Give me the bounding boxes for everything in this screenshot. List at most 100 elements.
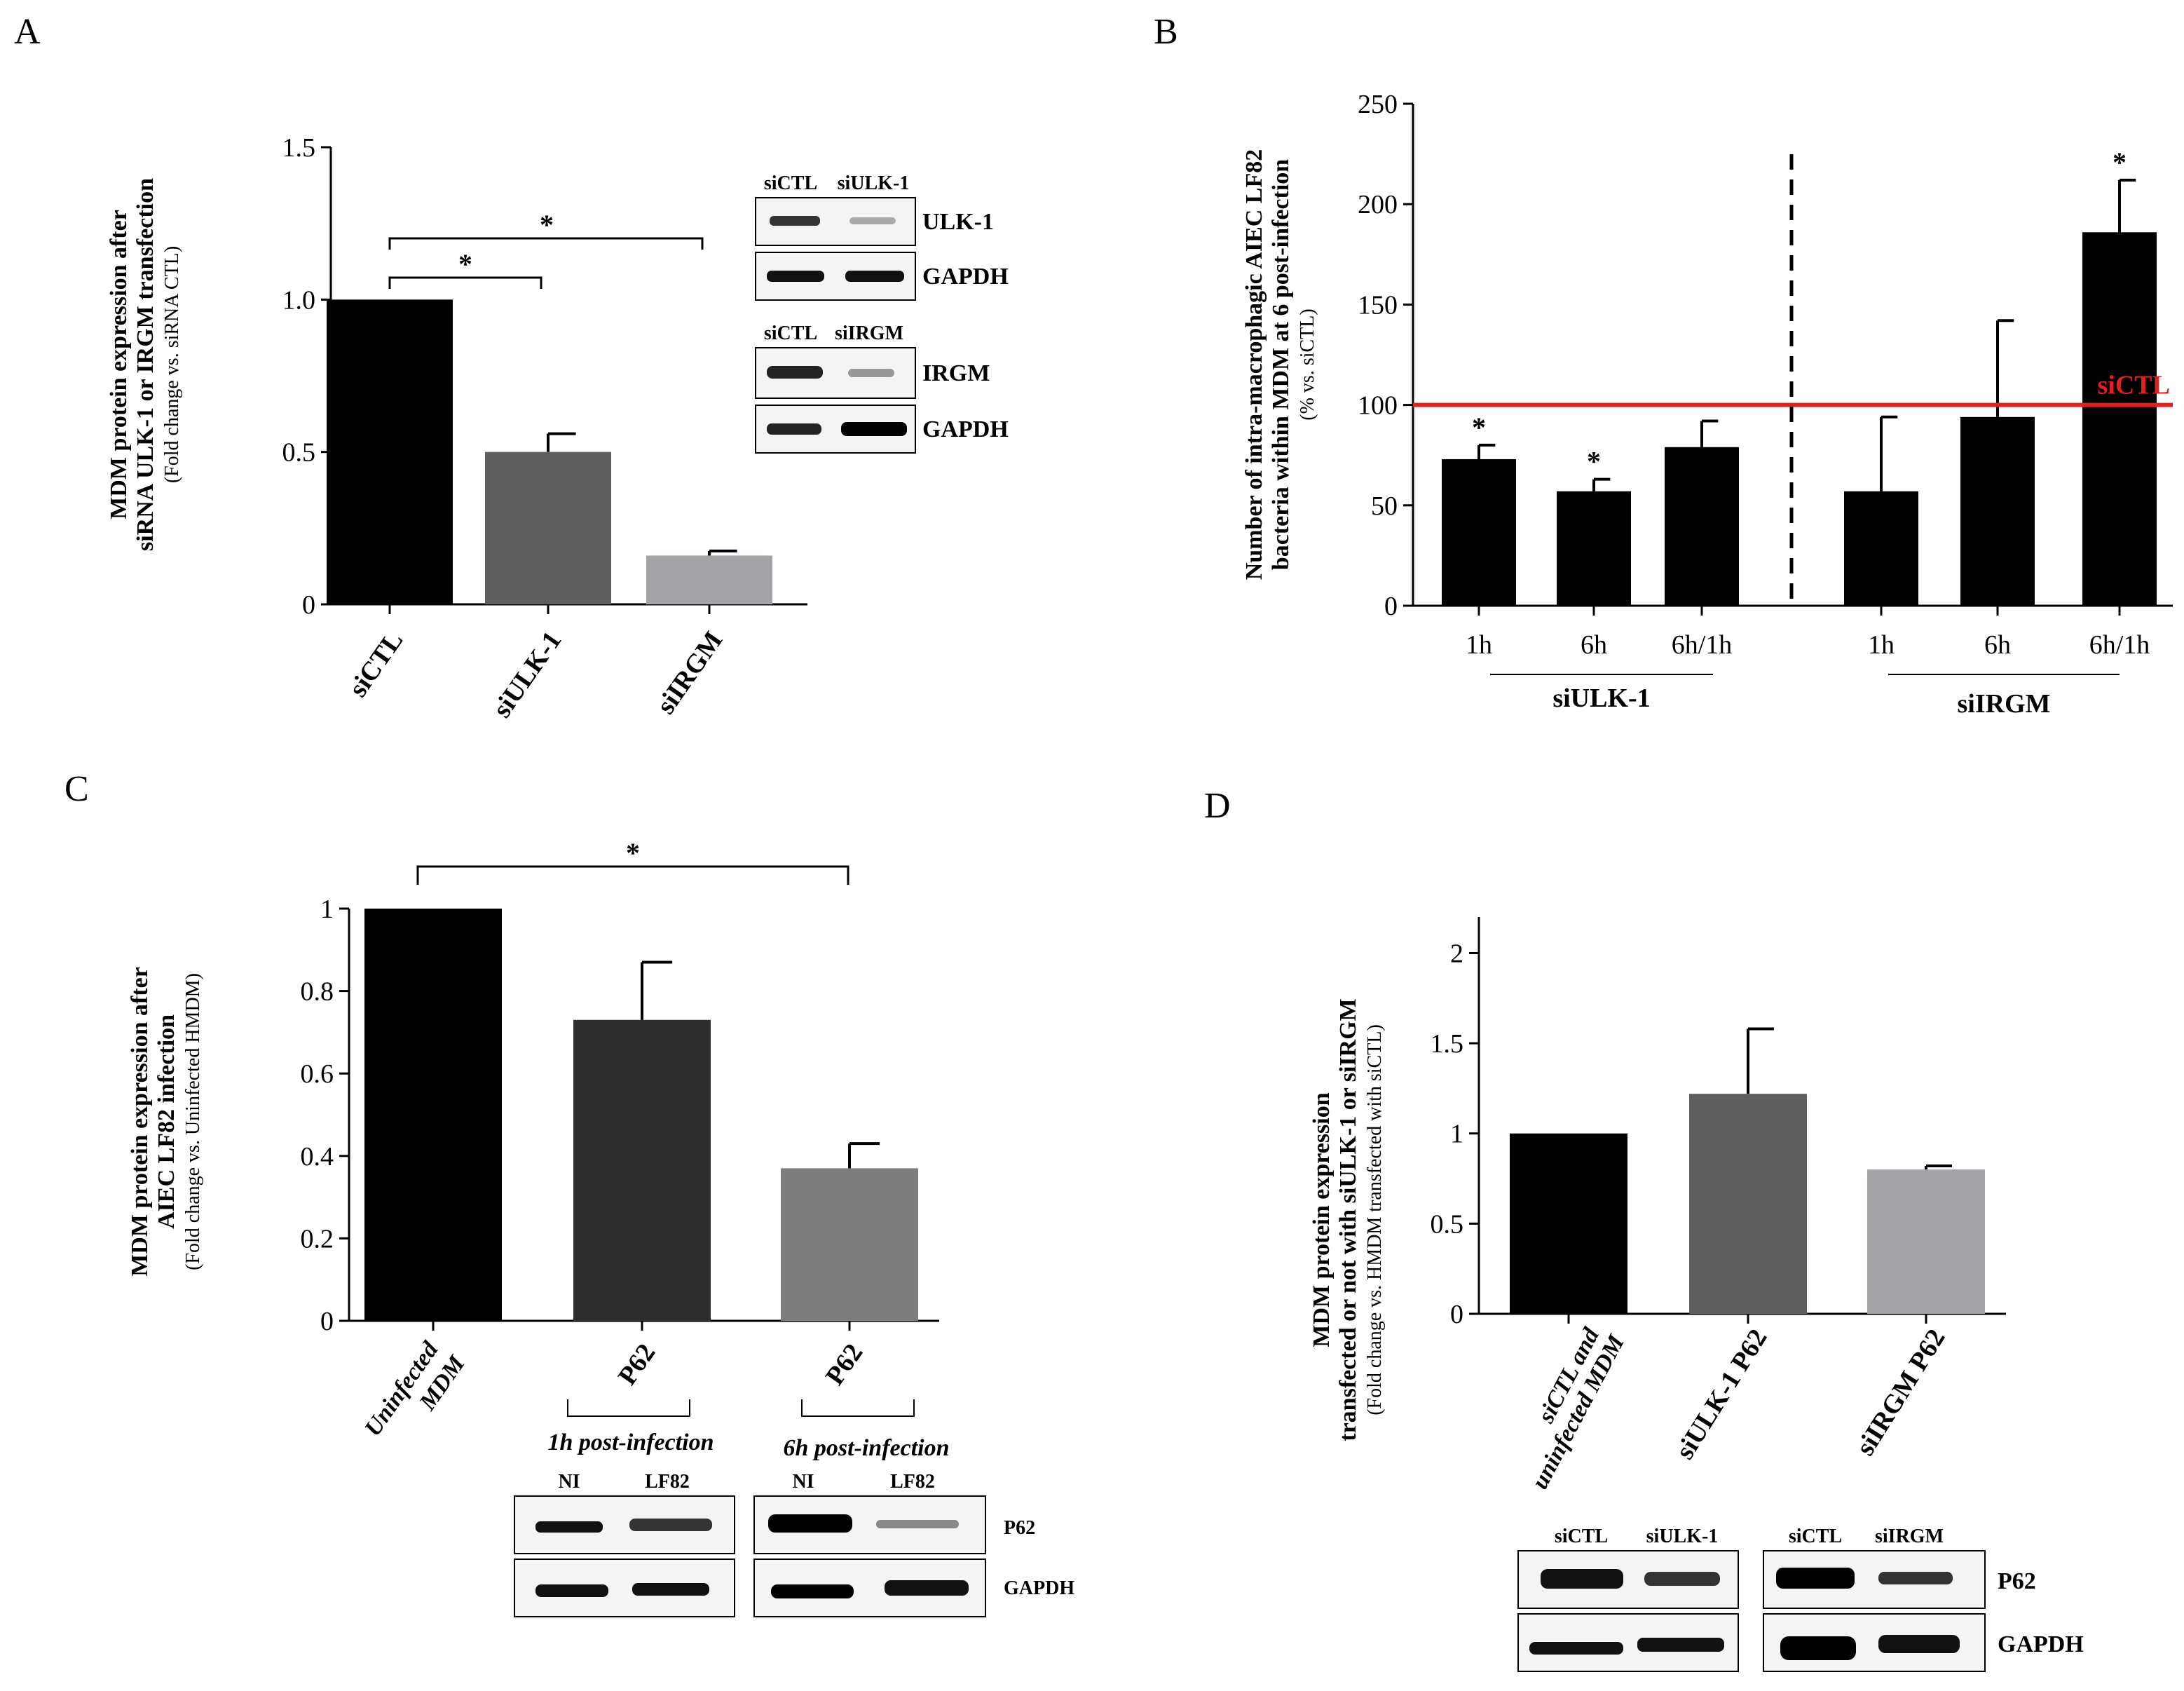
panel-a-star-irgm: * (540, 209, 554, 240)
blot-band (767, 423, 821, 435)
panel-c-ylabel-sub: (Fold change vs. Uninfected HMDM) (182, 973, 204, 1270)
panel-d-ylabel-line1: MDM protein expression (1309, 1092, 1335, 1347)
x-category-label: siIRGM (651, 626, 729, 719)
x-category-label: siULK-1 P62 (1670, 1324, 1773, 1465)
blot-band (885, 1580, 969, 1596)
y-tick-label: 150 (1358, 290, 1398, 320)
y-tick-label: 0 (1450, 1300, 1463, 1329)
panel-d-letter: D (1204, 786, 1231, 826)
x-category-label: siULK-1 (487, 626, 567, 723)
reference-label: siCTL (2098, 371, 2170, 400)
blot-band (1637, 1638, 1724, 1652)
y-tick-label: 1.5 (282, 133, 316, 163)
panel-a-ylabel-line1: MDM protein expression after (106, 210, 132, 519)
bar (646, 555, 772, 604)
panel-c-timepoint-2: 6h post-infection (783, 1435, 949, 1461)
panel-c-ylabel: MDM protein expression after AIEC LF82 i… (127, 967, 204, 1277)
panel-a-blot: siCTL siULK-1 ULK-1 GAPDH siCTL siIRGM I… (755, 172, 1009, 454)
panel-c-sub-bracket-2 (801, 1399, 915, 1417)
panel-c-blot: NI LF82 NI LF82 P62 GAPDH (514, 1471, 1074, 1617)
y-tick-label: 0.2 (301, 1224, 334, 1254)
blot-a-lane-2: siULK-1 (838, 172, 910, 194)
blot-d-lane-3: siCTL (1789, 1526, 1842, 1547)
x-category-label: 6h (1984, 630, 2011, 660)
x-category-label: 6h (1581, 630, 1607, 660)
blot-band (841, 422, 907, 436)
blot-band (1878, 1635, 1960, 1653)
blot-c-row-gapdh: GAPDH (1004, 1577, 1074, 1599)
blot-a-lane-3: siCTL (764, 322, 817, 344)
blot-band (1878, 1572, 1953, 1584)
blot-band (1541, 1569, 1623, 1589)
panel-d-ylabel: MDM protein expression transfected or no… (1309, 998, 1386, 1441)
y-tick-label: 200 (1358, 190, 1398, 219)
blot-d-row-p62: P62 (1998, 1568, 2036, 1594)
bar (1867, 1169, 1985, 1314)
y-tick-label: 0.5 (1431, 1209, 1464, 1239)
bar (327, 299, 453, 604)
panel-c-ylabel-line1: MDM protein expression after (127, 967, 153, 1277)
blot-a-row-ulk: ULK-1 (922, 209, 994, 235)
panel-b-chart: 0 50 100 150 200 250 * * * siCTL 1h 6h 6h/1h 1h 6h 6h/1… (1358, 90, 2173, 660)
panel-c-letter: C (64, 769, 89, 809)
bar (485, 451, 611, 604)
x-category-label: P62 (613, 1338, 662, 1390)
y-tick-label: 0 (320, 1307, 334, 1336)
panel-d-blot: siCTL siULK-1 siCTL siIRGM P62 GAPDH (1517, 1526, 2084, 1672)
panel-c: C MDM protein expression after AIEC LF82… (64, 769, 1074, 1617)
bar (1689, 1094, 1807, 1314)
blot-band (629, 1519, 712, 1531)
blot-band (771, 1584, 854, 1598)
panel-d-ylabel-sub: (Fold change vs. HMDM transfected with s… (1364, 1024, 1386, 1415)
bar (1557, 491, 1631, 606)
y-tick-label: 0 (302, 590, 315, 620)
blot-a-row-irgm: IRGM (922, 360, 990, 386)
bar (573, 1019, 711, 1321)
blot-band (845, 271, 904, 282)
blot-a-row-gapdh: GAPDH (922, 264, 1009, 290)
panel-b-letter: B (1154, 12, 1178, 52)
blot-band (1644, 1572, 1720, 1586)
x-category-label: 6h/1h (2089, 630, 2150, 660)
panel-c-star: * (626, 837, 640, 869)
y-tick-label: 100 (1358, 391, 1398, 421)
blot-band (767, 271, 824, 282)
blot-band (1780, 1636, 1856, 1660)
y-tick-label: 1.5 (1431, 1029, 1464, 1059)
y-tick-label: 1 (320, 895, 334, 924)
blot-band (535, 1584, 608, 1597)
blot-band (535, 1521, 603, 1533)
y-tick-label: 1 (1450, 1120, 1463, 1149)
significance-star: * (1472, 412, 1486, 443)
panel-a-star-ulk: * (458, 248, 472, 280)
y-tick-label: 2 (1450, 939, 1463, 968)
x-category-label: P62 (820, 1338, 869, 1390)
y-tick-label: 1.0 (282, 285, 316, 315)
bar (1665, 447, 1739, 606)
panel-b-ylabel-sub: (% vs. siCTL) (1297, 308, 1318, 420)
panel-c-bracket (416, 865, 849, 885)
panel-a-letter: A (14, 12, 41, 52)
blot-band (768, 1514, 852, 1533)
bar (1960, 416, 2035, 606)
blot-a-row-gapdh2: GAPDH (922, 416, 1009, 442)
panel-a-bracket-ulk (388, 276, 542, 289)
bar (2082, 232, 2157, 606)
panel-a-ylabel-line2: siRNA ULK-1 or IRGM transfection (132, 178, 158, 551)
panel-a-ylabel: MDM protein expression after siRNA ULK-1… (106, 178, 183, 551)
panel-a-ylabel-sub: (Fold change vs. siRNA CTL) (161, 246, 183, 483)
y-tick-label: 0.4 (301, 1142, 334, 1172)
blot-d-row-gapdh: GAPDH (1998, 1631, 2084, 1657)
y-tick-label: 50 (1371, 491, 1398, 521)
significance-star: * (2113, 147, 2127, 178)
blot-band (770, 216, 820, 226)
blot-c-lane-2: LF82 (645, 1471, 690, 1493)
panel-a: A MDM protein expression after siRNA ULK… (14, 12, 1009, 723)
panel-b-group-2: siIRGM (1958, 689, 2051, 719)
x-category-label: siIRGM P62 (1850, 1324, 1951, 1461)
blot-d-lane-1: siCTL (1555, 1526, 1608, 1547)
panel-c-ylabel-line2: AIEC LF82 infection (153, 1014, 179, 1229)
